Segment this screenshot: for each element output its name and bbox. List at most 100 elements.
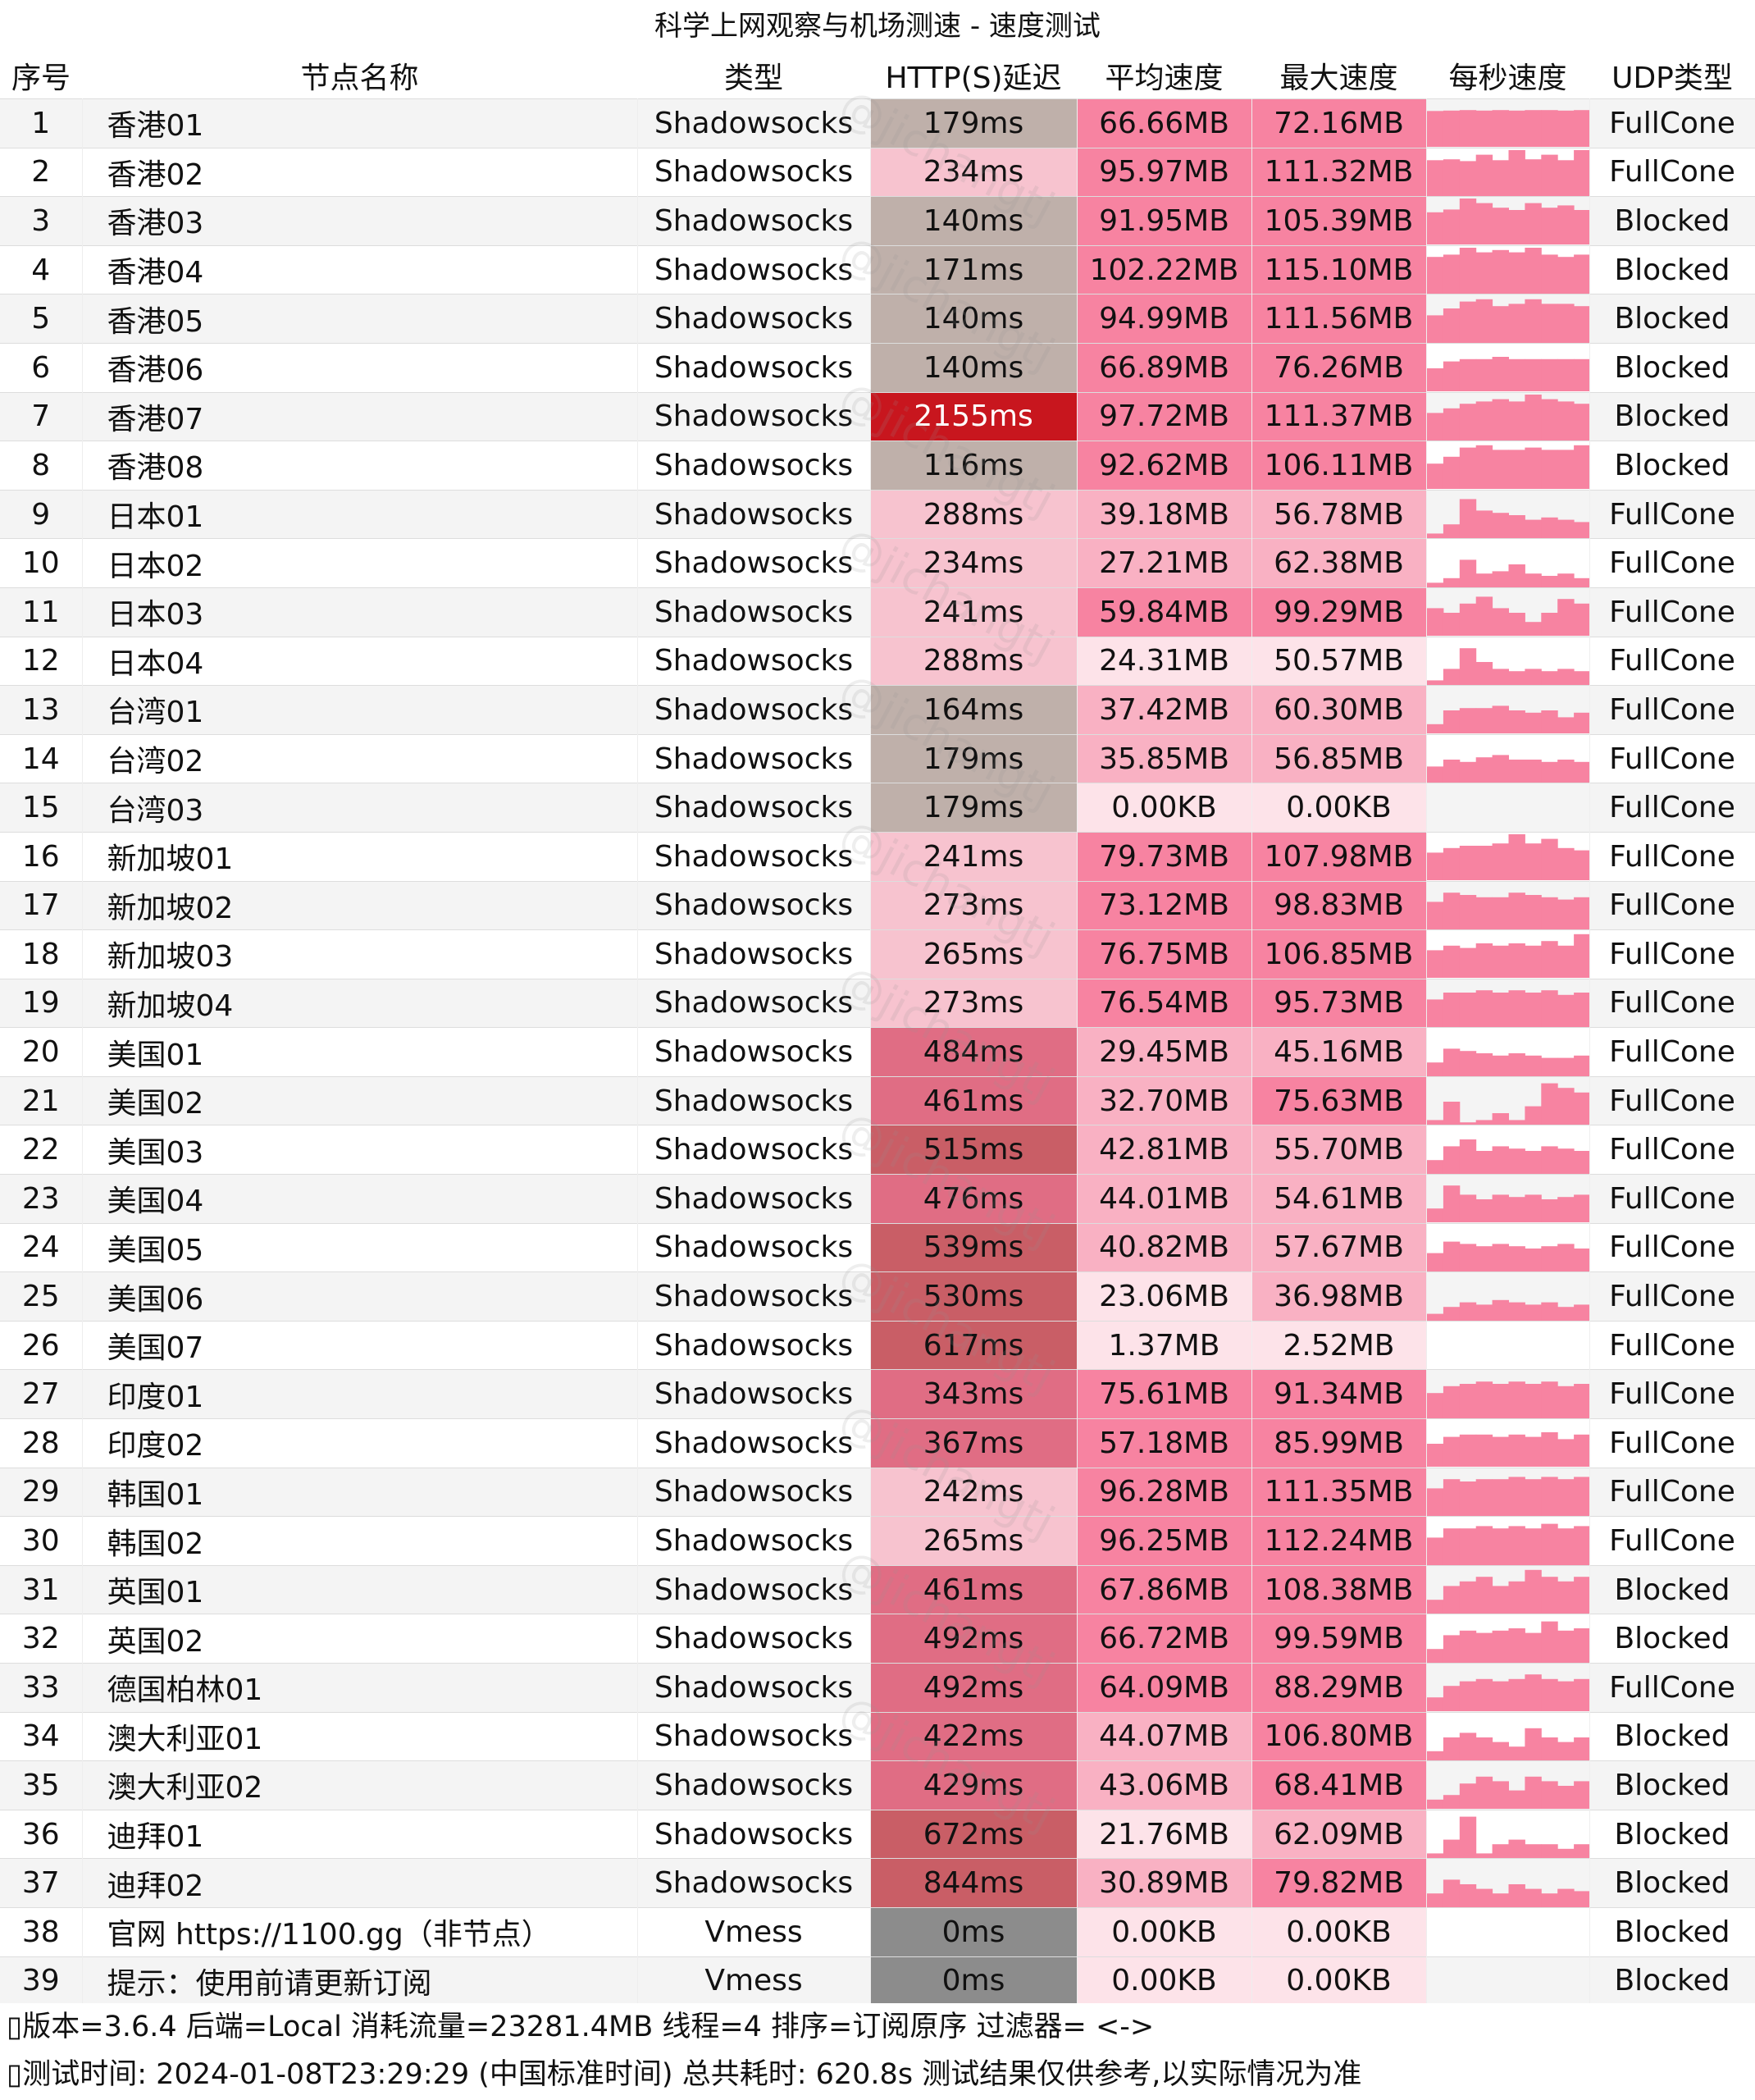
- cell-latency: 234ms: [870, 538, 1078, 588]
- sparkline-bar: [1443, 1146, 1460, 1174]
- cell-avg-speed: 29.45MB: [1077, 1027, 1252, 1077]
- cell-avg-speed: 59.84MB: [1077, 587, 1252, 637]
- cell-max-speed: 111.32MB: [1251, 147, 1427, 197]
- cell-index: 2: [0, 147, 83, 197]
- sparkline-bar: [1524, 946, 1542, 979]
- sparkline-bar: [1426, 680, 1443, 685]
- sparkline-bar: [1475, 1150, 1493, 1174]
- sparkline-bar: [1492, 1586, 1509, 1614]
- sparkline-bar: [1524, 1479, 1542, 1516]
- speed-sparkline: [1426, 1241, 1589, 1271]
- sparkline-bar: [1475, 1737, 1493, 1760]
- cell-node-name: 香港01: [82, 98, 638, 148]
- cell-per-second-speed: [1426, 1467, 1590, 1517]
- cell-max-speed: 85.99MB: [1251, 1418, 1427, 1468]
- cell-latency: 461ms: [870, 1564, 1078, 1614]
- cell-type: Shadowsocks: [637, 1222, 871, 1272]
- cell-avg-speed: 64.09MB: [1077, 1663, 1252, 1713]
- cell-max-speed: 0.00KB: [1251, 1956, 1427, 2006]
- table-row: 29 韩国01 Shadowsocks 242ms 96.28MB 111.35MB Ful…: [0, 1467, 1755, 1517]
- col-header-udp-type: UDP类型: [1589, 52, 1755, 99]
- sparkline-bar: [1443, 111, 1460, 148]
- speed-sparkline: [1426, 394, 1589, 441]
- sparkline-bar: [1459, 1816, 1476, 1859]
- sparkline-bar: [1426, 1648, 1443, 1663]
- sparkline-bar: [1540, 1057, 1558, 1076]
- speed-sparkline: [1426, 110, 1589, 148]
- cell-latency: 492ms: [870, 1663, 1078, 1713]
- sparkline-bar: [1573, 1194, 1589, 1223]
- cell-per-second-speed: [1426, 294, 1590, 344]
- table-header: 序号 节点名称 类型 HTTP(S)延迟 平均速度 最大速度 每秒速度 UDP类…: [0, 52, 1755, 99]
- sparkline-bar: [1557, 848, 1575, 881]
- sparkline-bar: [1524, 394, 1542, 441]
- cell-udp-type: FullCone: [1589, 1369, 1755, 1419]
- speed-sparkline: [1426, 1083, 1589, 1125]
- cell-index: 12: [0, 636, 83, 686]
- sparkline-bar: [1443, 1479, 1460, 1516]
- table-row: 38 官网 https://1100.gg（非节点） Vmess 0ms 0.00KB 0…: [0, 1906, 1755, 1957]
- sparkline-bar: [1459, 1681, 1476, 1712]
- sparkline-bar: [1540, 1477, 1558, 1516]
- sparkline-bar: [1459, 1194, 1476, 1223]
- sparkline-bar: [1426, 1061, 1443, 1076]
- speed-sparkline: [1426, 1185, 1589, 1223]
- sparkline-bar: [1524, 359, 1542, 392]
- sparkline-bar: [1475, 445, 1493, 490]
- sparkline-bar: [1426, 1800, 1443, 1810]
- cell-per-second-speed: [1426, 1271, 1590, 1322]
- sparkline-bar: [1492, 843, 1509, 881]
- cell-latency: 672ms: [870, 1809, 1078, 1859]
- sparkline-bar: [1459, 248, 1476, 294]
- table-row: 19 新加坡04 Shadowsocks 273ms 76.54MB 95.73MB Ful…: [0, 978, 1755, 1028]
- sparkline-bar: [1459, 894, 1476, 929]
- table-row: 27 印度01 Shadowsocks 343ms 75.61MB 91.34MB Full…: [0, 1369, 1755, 1419]
- cell-type: Shadowsocks: [637, 1075, 871, 1125]
- speed-sparkline: [1426, 1381, 1589, 1418]
- sparkline-bar: [1557, 1786, 1575, 1810]
- cell-max-speed: 50.57MB: [1251, 636, 1427, 686]
- cell-per-second-speed: [1426, 1760, 1590, 1810]
- cell-node-name: 美国01: [82, 1027, 638, 1077]
- cell-avg-speed: 96.25MB: [1077, 1516, 1252, 1566]
- sparkline-bar: [1508, 450, 1525, 490]
- table-row: 20 美国01 Shadowsocks 484ms 29.45MB 45.16MB Full…: [0, 1027, 1755, 1077]
- cell-avg-speed: 94.99MB: [1077, 294, 1252, 344]
- sparkline-bar: [1508, 359, 1525, 392]
- sparkline-bar: [1459, 1630, 1476, 1663]
- speed-sparkline: [1426, 1477, 1589, 1516]
- sparkline-bar: [1573, 1679, 1589, 1712]
- sparkline-bar: [1557, 519, 1575, 539]
- cell-index: 16: [0, 831, 83, 881]
- sparkline-bar: [1540, 1679, 1558, 1712]
- cell-udp-type: Blocked: [1589, 294, 1755, 344]
- cell-latency: 0ms: [870, 1906, 1078, 1957]
- sparkline-bar: [1524, 1383, 1542, 1418]
- sparkline-bar: [1508, 834, 1525, 881]
- sparkline-bar: [1492, 208, 1509, 245]
- cell-node-name: 迪拜02: [82, 1858, 638, 1908]
- sparkline-bar: [1524, 760, 1542, 783]
- sparkline-bar: [1443, 1102, 1460, 1125]
- sparkline-bar: [1540, 1737, 1558, 1760]
- cell-index: 31: [0, 1564, 83, 1614]
- sparkline-bar: [1475, 154, 1493, 196]
- cell-max-speed: 62.09MB: [1251, 1809, 1427, 1859]
- cell-avg-speed: 102.22MB: [1077, 244, 1252, 294]
- sparkline-bar: [1557, 899, 1575, 929]
- sparkline-bar: [1426, 1536, 1443, 1565]
- sparkline-bar: [1540, 838, 1558, 881]
- sparkline-bar: [1492, 897, 1509, 929]
- table-row: 18 新加坡03 Shadowsocks 265ms 76.75MB 106.85MB Fu…: [0, 929, 1755, 979]
- sparkline-bar: [1475, 1246, 1493, 1271]
- sparkline-bar: [1524, 1777, 1542, 1810]
- speed-sparkline: [1426, 1523, 1589, 1565]
- cell-type: Shadowsocks: [637, 783, 871, 833]
- sparkline-bar: [1557, 1479, 1575, 1516]
- speed-sparkline: [1426, 499, 1589, 539]
- cell-latency: 234ms: [870, 147, 1078, 197]
- sparkline-bar: [1557, 994, 1575, 1027]
- cell-index: 26: [0, 1320, 83, 1370]
- table-row: 3 香港03 Shadowsocks 140ms 91.95MB 105.39MB Bloc…: [0, 196, 1755, 246]
- sparkline-bar: [1540, 254, 1558, 294]
